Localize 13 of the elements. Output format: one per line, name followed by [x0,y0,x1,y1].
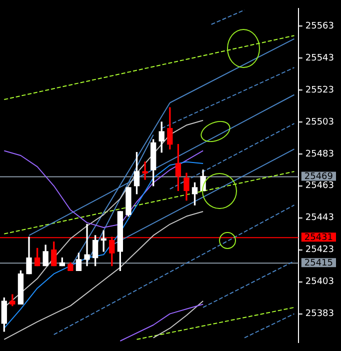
y-tick-label: 25403 [305,277,334,288]
y-tick-label: 25383 [305,309,334,320]
y-tick-label: 25563 [305,21,334,32]
y-tick-label: 25423 [305,245,334,256]
y-tick-label: 25483 [305,149,334,160]
y-tick-label: 25543 [305,53,334,64]
y-tick-label: 25523 [305,85,334,96]
y-tick-label: 25463 [305,181,334,192]
y-tick-label: 25503 [305,117,334,128]
ref-line-label: 25415 [304,258,334,268]
y-tick-label: 25443 [305,213,334,224]
ref-line-label: 25469 [304,172,334,182]
ref-line-label: 25431 [304,232,334,243]
